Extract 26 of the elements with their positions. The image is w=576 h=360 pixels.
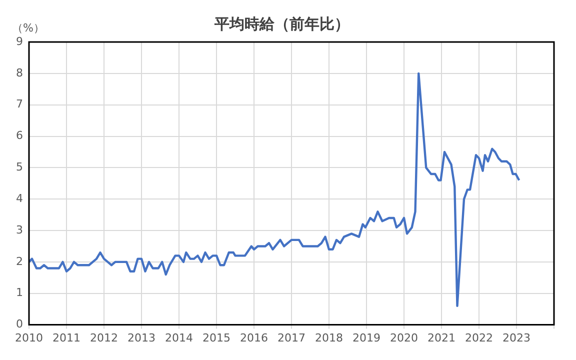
- x-tick-label: 2012: [90, 331, 118, 344]
- y-tick-label: 6: [16, 129, 23, 142]
- y-tick-label: 5: [16, 160, 23, 174]
- x-tick-label: 2011: [52, 331, 80, 344]
- x-tick-label: 2020: [390, 331, 418, 344]
- x-tick-label: 2022: [465, 331, 493, 344]
- y-tick-label: 9: [16, 34, 23, 48]
- y-tick-label: 0: [16, 318, 23, 331]
- y-tick-label: 7: [16, 98, 23, 111]
- x-tick-label: 2017: [278, 331, 306, 344]
- y-axis-title: （%）: [12, 21, 44, 34]
- y-tick-label: 3: [16, 223, 23, 236]
- x-tick-label: 2021: [428, 331, 456, 344]
- x-tick-label: 2015: [202, 331, 230, 344]
- x-tick-label: 2023: [502, 331, 530, 344]
- x-tick-label: 2016: [240, 331, 268, 344]
- y-tick-label: 1: [16, 286, 23, 300]
- y-tick-label: 2: [16, 254, 23, 268]
- x-tick-label: 2010: [15, 331, 43, 344]
- x-tick-label: 2013: [128, 331, 156, 344]
- x-tick-label: 2018: [315, 331, 343, 344]
- x-tick-label: 2014: [165, 331, 193, 344]
- y-tick-label: 4: [16, 192, 23, 205]
- x-tick-label: 2019: [352, 331, 380, 344]
- chart-title: 平均時給（前年比）: [214, 14, 350, 33]
- y-tick-label: 8: [16, 66, 23, 80]
